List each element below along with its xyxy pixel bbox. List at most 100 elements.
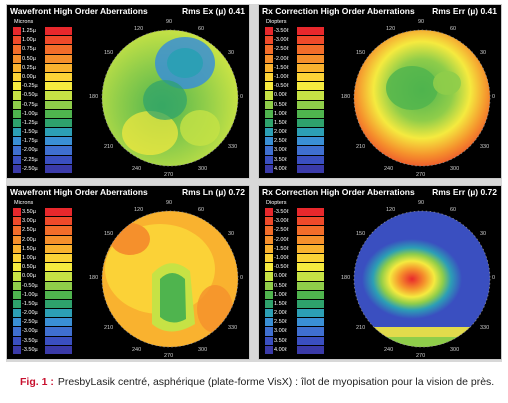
legend-row: -3.50µ <box>13 345 73 355</box>
legend-value: -0.75µ <box>22 101 38 108</box>
legend-value: 0.00µ <box>22 273 36 280</box>
legend-row: 2.00ℓ <box>265 128 325 137</box>
legend-value: 3.50µ <box>22 209 36 215</box>
angle-tick-label: 270 <box>416 172 426 178</box>
legend-row: 3.00µ <box>13 217 73 226</box>
legend-value: -3.50ℓ <box>274 209 289 215</box>
angle-tick-label: 120 <box>386 207 396 213</box>
angle-tick-label: 240 <box>132 347 142 353</box>
angle-tick-label: 330 <box>480 325 490 331</box>
legend-color-bar <box>297 309 324 318</box>
legend-value: -1.75µ <box>22 138 38 145</box>
legend-swatch-small <box>13 128 21 137</box>
legend-swatch-small <box>13 336 21 345</box>
legend-color-bar <box>297 208 324 217</box>
angle-tick-label: 30 <box>228 50 235 56</box>
rms-label: Rms Err (µ) 0.72 <box>432 187 497 197</box>
legend-row: -0.50µ <box>13 281 73 291</box>
legend-value: -0.50µ <box>22 92 38 99</box>
legend-value: -2.50µ <box>22 319 38 326</box>
color-scale-legend: -3.50ℓ -3.00ℓ -2.50ℓ -2.00ℓ -1.50ℓ -1.00ℓ -0.5… <box>265 208 325 355</box>
legend-value: -3.50µ <box>22 337 38 344</box>
legend-row: -3.00ℓ <box>265 36 325 45</box>
legend-value: -1.50ℓ <box>274 64 289 71</box>
legend-swatch-small <box>13 281 21 290</box>
legend-swatch-small <box>13 327 21 336</box>
legend-row: -1.00ℓ <box>265 253 325 263</box>
legend-swatch-small <box>265 54 273 63</box>
legend-color-bar <box>297 263 324 272</box>
legend-swatch-small <box>13 109 21 118</box>
angle-tick-label: 300 <box>198 166 208 172</box>
legend-swatch-small <box>265 235 273 244</box>
legend-color-bar <box>297 327 324 336</box>
legend-value: 4.00ℓ <box>274 346 287 353</box>
legend-row: -2.00µ <box>13 146 73 155</box>
legend-swatch-small <box>13 208 21 217</box>
angle-tick-label: 90 <box>418 19 425 25</box>
angle-tick-label: 150 <box>356 50 366 56</box>
unit-label: Diopters <box>266 200 287 206</box>
legend-color-bar <box>45 290 72 299</box>
legend-color-bar <box>297 91 324 100</box>
legend-value: -1.00µ <box>22 110 38 117</box>
legend-row: 1.25µ <box>13 27 73 36</box>
legend-swatch-small <box>13 100 21 109</box>
angle-tick-label: 210 <box>104 144 114 150</box>
legend-row: -1.50ℓ <box>265 244 325 254</box>
legend-swatch-small <box>13 137 21 146</box>
angle-tick-label: 330 <box>228 325 238 331</box>
legend-value: -1.00µ <box>22 291 38 298</box>
legend-value: 1.50ℓ <box>274 300 287 307</box>
legend-value: 1.50µ <box>22 245 36 252</box>
legend-value: 2.50ℓ <box>274 138 287 145</box>
legend-row: 1.00µ <box>13 36 73 45</box>
legend-swatch-small <box>13 118 21 128</box>
legend-swatch-small <box>265 281 273 290</box>
legend-swatch-small <box>13 54 21 63</box>
legend-value: 3.50ℓ <box>274 156 287 163</box>
aberration-map: 90 60 120 150 180 30 0 210 330 240 300 270 <box>89 18 249 178</box>
angle-tick-label: 180 <box>341 275 351 281</box>
legend-row: -2.00µ <box>13 309 73 318</box>
legend-value: -2.50ℓ <box>274 227 289 234</box>
legend-row: 2.50µ <box>13 226 73 235</box>
legend-row: -1.00µ <box>13 290 73 300</box>
legend-color-bar <box>45 54 72 63</box>
color-scale-legend: 1.25µ 1.00µ 0.75µ 0.50µ 0.25µ 0.00µ -0.25µ -0.5… <box>13 27 73 174</box>
legend-color-bar <box>45 36 72 45</box>
unit-label: Diopters <box>266 19 287 25</box>
legend-swatch-small <box>13 253 21 263</box>
legend-color-bar <box>45 155 72 164</box>
legend-row: 1.50µ <box>13 244 73 254</box>
legend-color-bar <box>297 54 324 63</box>
legend-swatch-small <box>13 82 21 91</box>
legend-swatch-small <box>265 164 273 173</box>
legend-value: -3.50µ <box>22 346 38 353</box>
legend-color-bar <box>297 281 324 290</box>
legend-value: -0.50ℓ <box>274 264 289 271</box>
legend-row: -1.00ℓ <box>265 72 325 82</box>
legend-color-bar <box>45 327 72 336</box>
legend-color-bar <box>45 45 72 54</box>
legend-color-bar <box>45 109 72 118</box>
panel-wavefront-1: Wavefront High Order Aberrations Rms Ex … <box>6 4 250 179</box>
legend-row: -2.00ℓ <box>265 54 325 64</box>
legend-color-bar <box>297 82 324 91</box>
angle-tick-label: 60 <box>198 207 205 213</box>
panel-title: Rx Correction High Order Aberrations <box>262 187 415 197</box>
legend-color-bar <box>45 137 72 146</box>
legend-swatch-small <box>13 244 21 253</box>
legend-swatch-small <box>265 290 273 299</box>
legend-color-bar <box>297 146 324 155</box>
legend-row: -0.25µ <box>13 82 73 91</box>
angle-tick-label: 30 <box>480 50 487 56</box>
legend-value: 2.50ℓ <box>274 319 287 326</box>
legend-swatch-small <box>265 82 273 91</box>
legend-value: -0.25µ <box>22 83 38 90</box>
legend-swatch-small <box>13 309 21 318</box>
legend-row: -1.50µ <box>13 128 73 137</box>
legend-color-bar <box>297 36 324 45</box>
legend-swatch-small <box>13 345 21 354</box>
legend-row: 0.50ℓ <box>265 100 325 110</box>
